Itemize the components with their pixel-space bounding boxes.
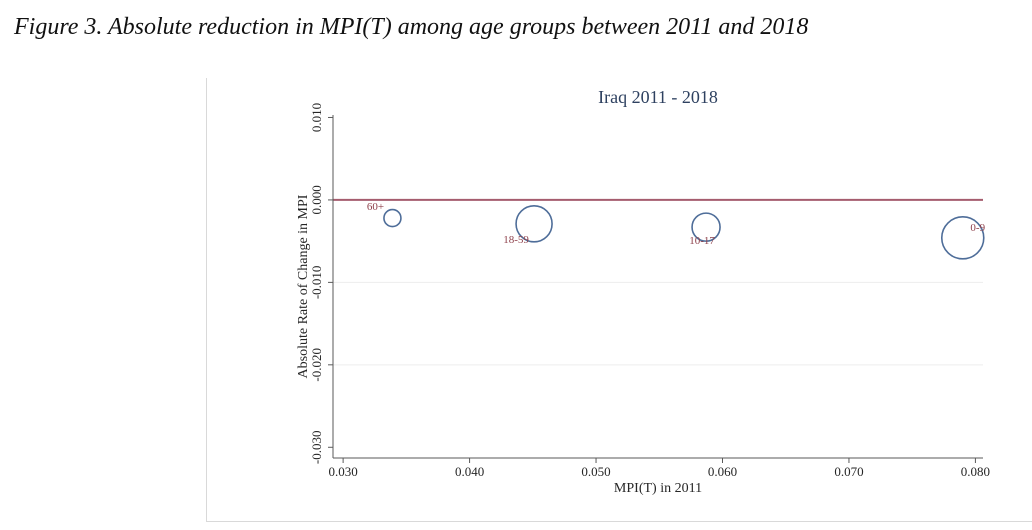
chart-frame-left-border — [206, 78, 207, 522]
bubble-label-10-17: 10-17 — [689, 235, 715, 247]
bubble-0-9 — [940, 216, 985, 260]
y-tick-label-0: 0.010 — [309, 103, 324, 132]
x-tick-label-1: 0.040 — [455, 464, 484, 479]
x-tick-label-3: 0.060 — [708, 464, 737, 479]
chart-frame-bottom-border — [206, 521, 1032, 522]
figure-caption: Figure 3. Absolute reduction in MPI(T) a… — [14, 14, 809, 40]
x-tick-label-4: 0.070 — [834, 464, 863, 479]
bubble-10-17 — [691, 212, 721, 242]
y-tick-label-3: -0.020 — [309, 348, 324, 382]
bubble-18-59 — [515, 205, 553, 243]
bubble-60- — [383, 208, 402, 228]
x-tick-label-2: 0.050 — [581, 464, 610, 479]
y-tick-label-1: 0.000 — [309, 185, 324, 214]
x-tick-label-5: 0.080 — [961, 464, 990, 479]
chart-title: Iraq 2011 - 2018 — [598, 87, 718, 107]
x-axis-title: MPI(T) in 2011 — [614, 481, 702, 496]
y-tick-label-4: -0.030 — [309, 430, 324, 464]
bubble-label-18-59: 18-59 — [503, 234, 529, 246]
y-axis-title: Absolute Rate of Change in MPI — [296, 194, 311, 378]
bubble-label-60-: 60+ — [367, 201, 384, 213]
y-tick-label-2: -0.010 — [309, 266, 324, 300]
x-tick-label-0: 0.030 — [328, 464, 357, 479]
bubble-label-0-9: 0-9 — [970, 222, 985, 234]
